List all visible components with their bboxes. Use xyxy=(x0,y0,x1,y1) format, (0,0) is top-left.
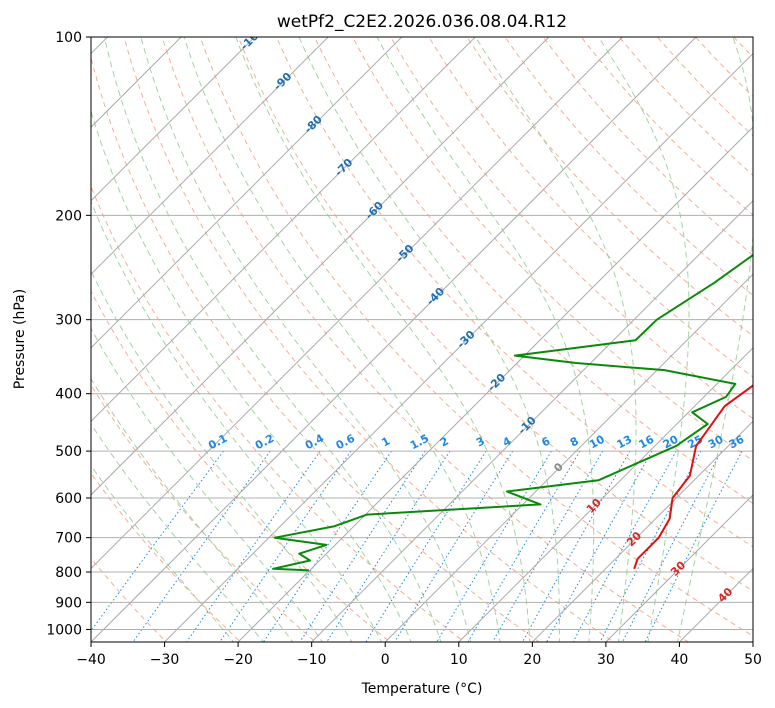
isotherm-line xyxy=(605,494,753,642)
x-axis-ticks: −40 −30 −20 −10 0 10 20 30 40 50 xyxy=(76,642,762,668)
isotherm-line xyxy=(310,199,753,642)
mixing-ratio-line xyxy=(326,450,451,642)
dry-adiabat-line xyxy=(313,37,753,505)
isotherm-line xyxy=(163,52,753,642)
dry-adiabat-line xyxy=(91,56,541,642)
isotherm-line xyxy=(91,37,697,642)
mixing-ratio-line xyxy=(622,450,722,642)
x-tick-label: −10 xyxy=(297,652,327,668)
x-tick-label: 50 xyxy=(744,652,762,668)
isobars xyxy=(91,37,753,630)
x-tick-label: 40 xyxy=(671,652,689,668)
y-axis-label: Pressure (hPa) xyxy=(12,289,28,389)
data-series xyxy=(272,253,753,572)
isotherm-line xyxy=(458,347,753,642)
moist-adiabat-line xyxy=(91,200,383,642)
mixing-ratio-label: 36 xyxy=(727,433,747,452)
x-tick-label: 10 xyxy=(450,652,468,668)
y-tick-label: 600 xyxy=(55,491,82,507)
y-tick-label: 100 xyxy=(55,30,82,46)
mixing-ratio-label: 10 xyxy=(587,433,607,452)
y-tick-label: 900 xyxy=(55,595,82,611)
mixing-ratio-line xyxy=(262,450,392,642)
mixing-ratio-label: 13 xyxy=(615,433,635,452)
isotherm-line xyxy=(91,37,403,349)
y-tick-label: 700 xyxy=(55,531,82,547)
mixing-ratio-line xyxy=(394,450,514,642)
mixing-ratio-label: 25 xyxy=(685,433,705,452)
isotherm-line xyxy=(91,37,477,423)
x-tick-label: 30 xyxy=(597,652,615,668)
isotherms xyxy=(91,37,753,642)
isotherm-line xyxy=(91,37,256,202)
y-tick-label: 300 xyxy=(55,313,82,329)
dry-adiabat-line xyxy=(237,37,753,592)
chart-title: wetPf2_C2E2.2026.036.08.04.R12 xyxy=(277,12,567,32)
dry-adiabat-line xyxy=(123,37,615,642)
plot-frame xyxy=(90,36,754,643)
x-tick-label: 0 xyxy=(381,652,390,668)
mixing-ratio-labels: 0.1 0.2 0.4 0.6 1 1.5 2 3 4 6 8 10 13 16 20 25 30 36 xyxy=(206,432,746,453)
temperature-profile-line xyxy=(633,384,753,570)
dry-adiabat-line xyxy=(618,37,753,177)
dry-adiabat-line xyxy=(91,185,466,642)
mixing-ratio-line xyxy=(299,450,426,642)
dry-adiabat-line xyxy=(161,37,690,642)
y-tick-label: 1000 xyxy=(46,622,82,638)
y-tick-label: 800 xyxy=(55,565,82,581)
isotherm-line xyxy=(91,37,550,496)
dry-adiabat-line xyxy=(91,290,391,642)
x-tick-label: −30 xyxy=(150,652,180,668)
dry-adiabat-line xyxy=(199,37,753,637)
mixing-ratio-label: 30 xyxy=(706,433,726,452)
isotherm-line xyxy=(531,420,753,642)
dewpoint-profile-line xyxy=(272,253,753,572)
dry-adiabat-line xyxy=(352,37,753,462)
x-tick-label: 20 xyxy=(523,652,541,668)
isotherm-line xyxy=(91,37,329,275)
mixing-ratio-label: 16 xyxy=(637,433,657,452)
x-axis-label: Temperature (°C) xyxy=(361,681,483,697)
mixing-ratio-line xyxy=(572,450,677,642)
mixing-ratio-line xyxy=(132,450,271,642)
x-tick-label: −20 xyxy=(223,652,253,668)
y-tick-label: 200 xyxy=(55,208,82,224)
dry-adiabats xyxy=(91,37,753,642)
isotherm-line xyxy=(91,37,624,570)
x-tick-label: −40 xyxy=(76,652,106,668)
dry-adiabat-line xyxy=(580,37,753,216)
y-tick-label: 500 xyxy=(55,444,82,460)
y-tick-label: 400 xyxy=(55,387,82,403)
dry-adiabat-line xyxy=(466,37,753,337)
isotherm-line xyxy=(384,273,753,642)
mixing-ratio-line xyxy=(599,450,702,642)
dry-adiabat-line xyxy=(275,37,753,548)
y-axis-ticks: 100 200 300 400 500 600 700 800 900 1000 xyxy=(46,30,91,638)
moist-adiabat-line xyxy=(91,109,412,642)
